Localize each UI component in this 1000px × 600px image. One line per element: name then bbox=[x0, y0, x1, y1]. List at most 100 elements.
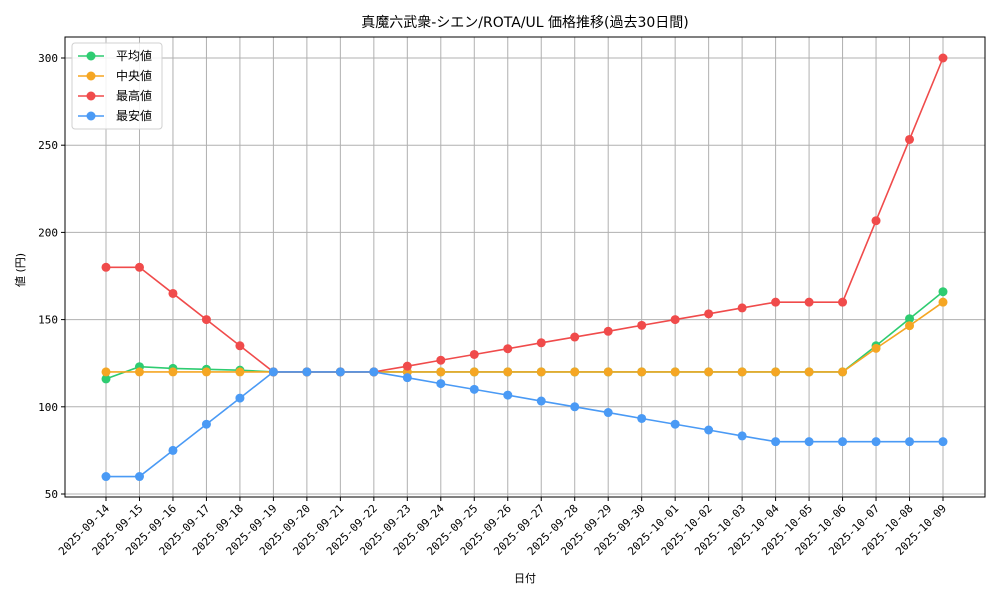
data-point-marker bbox=[637, 413, 647, 423]
data-point-marker bbox=[670, 315, 680, 325]
y-tick-label: 50 bbox=[45, 488, 58, 501]
legend-label: 平均値 bbox=[116, 48, 152, 63]
data-point-marker bbox=[871, 343, 881, 353]
data-point-marker bbox=[134, 262, 144, 272]
data-point-marker bbox=[570, 367, 580, 377]
data-point-marker bbox=[536, 338, 546, 348]
data-point-marker bbox=[469, 349, 479, 359]
data-point-marker bbox=[536, 367, 546, 377]
data-point-marker bbox=[771, 297, 781, 307]
data-point-marker bbox=[469, 384, 479, 394]
legend-box bbox=[71, 42, 163, 130]
legend-item: 中央値 bbox=[78, 68, 152, 83]
x-axis-ticks: 2025-09-142025-09-152025-09-162025-09-17… bbox=[56, 497, 949, 558]
data-point-marker bbox=[871, 216, 881, 226]
data-point-marker bbox=[838, 367, 848, 377]
data-point-marker bbox=[603, 408, 613, 418]
data-point-marker bbox=[704, 309, 714, 319]
data-point-marker bbox=[637, 367, 647, 377]
data-point-marker bbox=[804, 437, 814, 447]
series-line bbox=[106, 371, 943, 478]
legend-item: 最高値 bbox=[78, 88, 152, 103]
data-point-marker bbox=[302, 367, 312, 377]
data-point-marker bbox=[804, 297, 814, 307]
data-point-marker bbox=[905, 437, 915, 447]
data-point-marker bbox=[804, 367, 814, 377]
data-point-marker bbox=[771, 437, 781, 447]
data-point-marker bbox=[570, 402, 580, 412]
data-point-marker bbox=[134, 367, 144, 377]
data-point-marker bbox=[268, 367, 278, 377]
legend-label: 中央値 bbox=[116, 68, 152, 83]
series-3 bbox=[101, 367, 948, 482]
y-tick-label: 250 bbox=[38, 139, 58, 152]
y-tick-label: 200 bbox=[38, 226, 58, 239]
data-point-marker bbox=[737, 431, 747, 441]
data-point-marker bbox=[603, 326, 613, 336]
y-axis-ticks: 50 100 150 200 250 300 bbox=[38, 52, 65, 501]
data-point-marker bbox=[101, 472, 111, 482]
data-point-marker bbox=[436, 355, 446, 365]
y-axis-label: 値 (円) bbox=[14, 253, 27, 287]
data-point-marker bbox=[737, 367, 747, 377]
data-point-marker bbox=[670, 419, 680, 429]
data-point-marker bbox=[503, 344, 513, 354]
data-point-marker bbox=[603, 367, 613, 377]
data-point-marker bbox=[838, 437, 848, 447]
data-point-marker bbox=[168, 367, 178, 377]
data-point-marker bbox=[168, 288, 178, 298]
grid-lines bbox=[65, 37, 985, 497]
data-point-marker bbox=[168, 445, 178, 455]
legend-marker-icon bbox=[86, 111, 96, 121]
data-point-marker bbox=[838, 297, 848, 307]
data-point-marker bbox=[134, 472, 144, 482]
data-point-marker bbox=[737, 303, 747, 313]
data-point-marker bbox=[704, 367, 714, 377]
legend-item: 平均値 bbox=[78, 48, 152, 63]
data-point-marker bbox=[905, 134, 915, 144]
data-point-marker bbox=[335, 367, 345, 377]
data-point-marker bbox=[235, 341, 245, 351]
data-point-marker bbox=[469, 367, 479, 377]
data-point-marker bbox=[670, 367, 680, 377]
data-point-marker bbox=[201, 419, 211, 429]
x-axis-label: 日付 bbox=[514, 572, 536, 585]
data-point-marker bbox=[503, 367, 513, 377]
y-tick-label: 100 bbox=[38, 401, 58, 414]
data-point-marker bbox=[101, 262, 111, 272]
series-line bbox=[105, 291, 944, 380]
series-line bbox=[106, 57, 944, 373]
data-point-marker bbox=[201, 367, 211, 377]
data-point-marker bbox=[938, 437, 948, 447]
data-point-marker bbox=[938, 297, 948, 307]
legend-marker-icon bbox=[86, 51, 96, 61]
data-point-marker bbox=[637, 320, 647, 330]
y-tick-label: 150 bbox=[38, 314, 58, 327]
data-point-marker bbox=[436, 379, 446, 389]
data-point-marker bbox=[905, 321, 915, 331]
data-point-marker bbox=[536, 396, 546, 406]
data-point-marker bbox=[570, 332, 580, 342]
legend-label: 最安値 bbox=[116, 108, 152, 123]
y-tick-label: 300 bbox=[38, 52, 58, 65]
data-point-marker bbox=[402, 361, 412, 371]
data-point-marker bbox=[938, 53, 948, 63]
data-series bbox=[101, 53, 948, 482]
data-point-marker bbox=[771, 367, 781, 377]
data-point-marker bbox=[905, 314, 915, 324]
data-point-marker bbox=[201, 315, 211, 325]
data-point-marker bbox=[101, 367, 111, 377]
data-point-marker bbox=[235, 367, 245, 377]
data-point-marker bbox=[101, 374, 111, 384]
data-point-marker bbox=[704, 425, 714, 435]
data-point-marker bbox=[402, 373, 412, 383]
data-point-marker bbox=[938, 287, 948, 297]
data-point-marker bbox=[436, 367, 446, 377]
legend-label: 最高値 bbox=[116, 88, 152, 103]
data-point-marker bbox=[369, 367, 379, 377]
data-point-marker bbox=[235, 393, 245, 403]
chart-title: 真魔六武衆-シエン/ROTA/UL 価格推移(過去30日間) bbox=[361, 15, 689, 31]
